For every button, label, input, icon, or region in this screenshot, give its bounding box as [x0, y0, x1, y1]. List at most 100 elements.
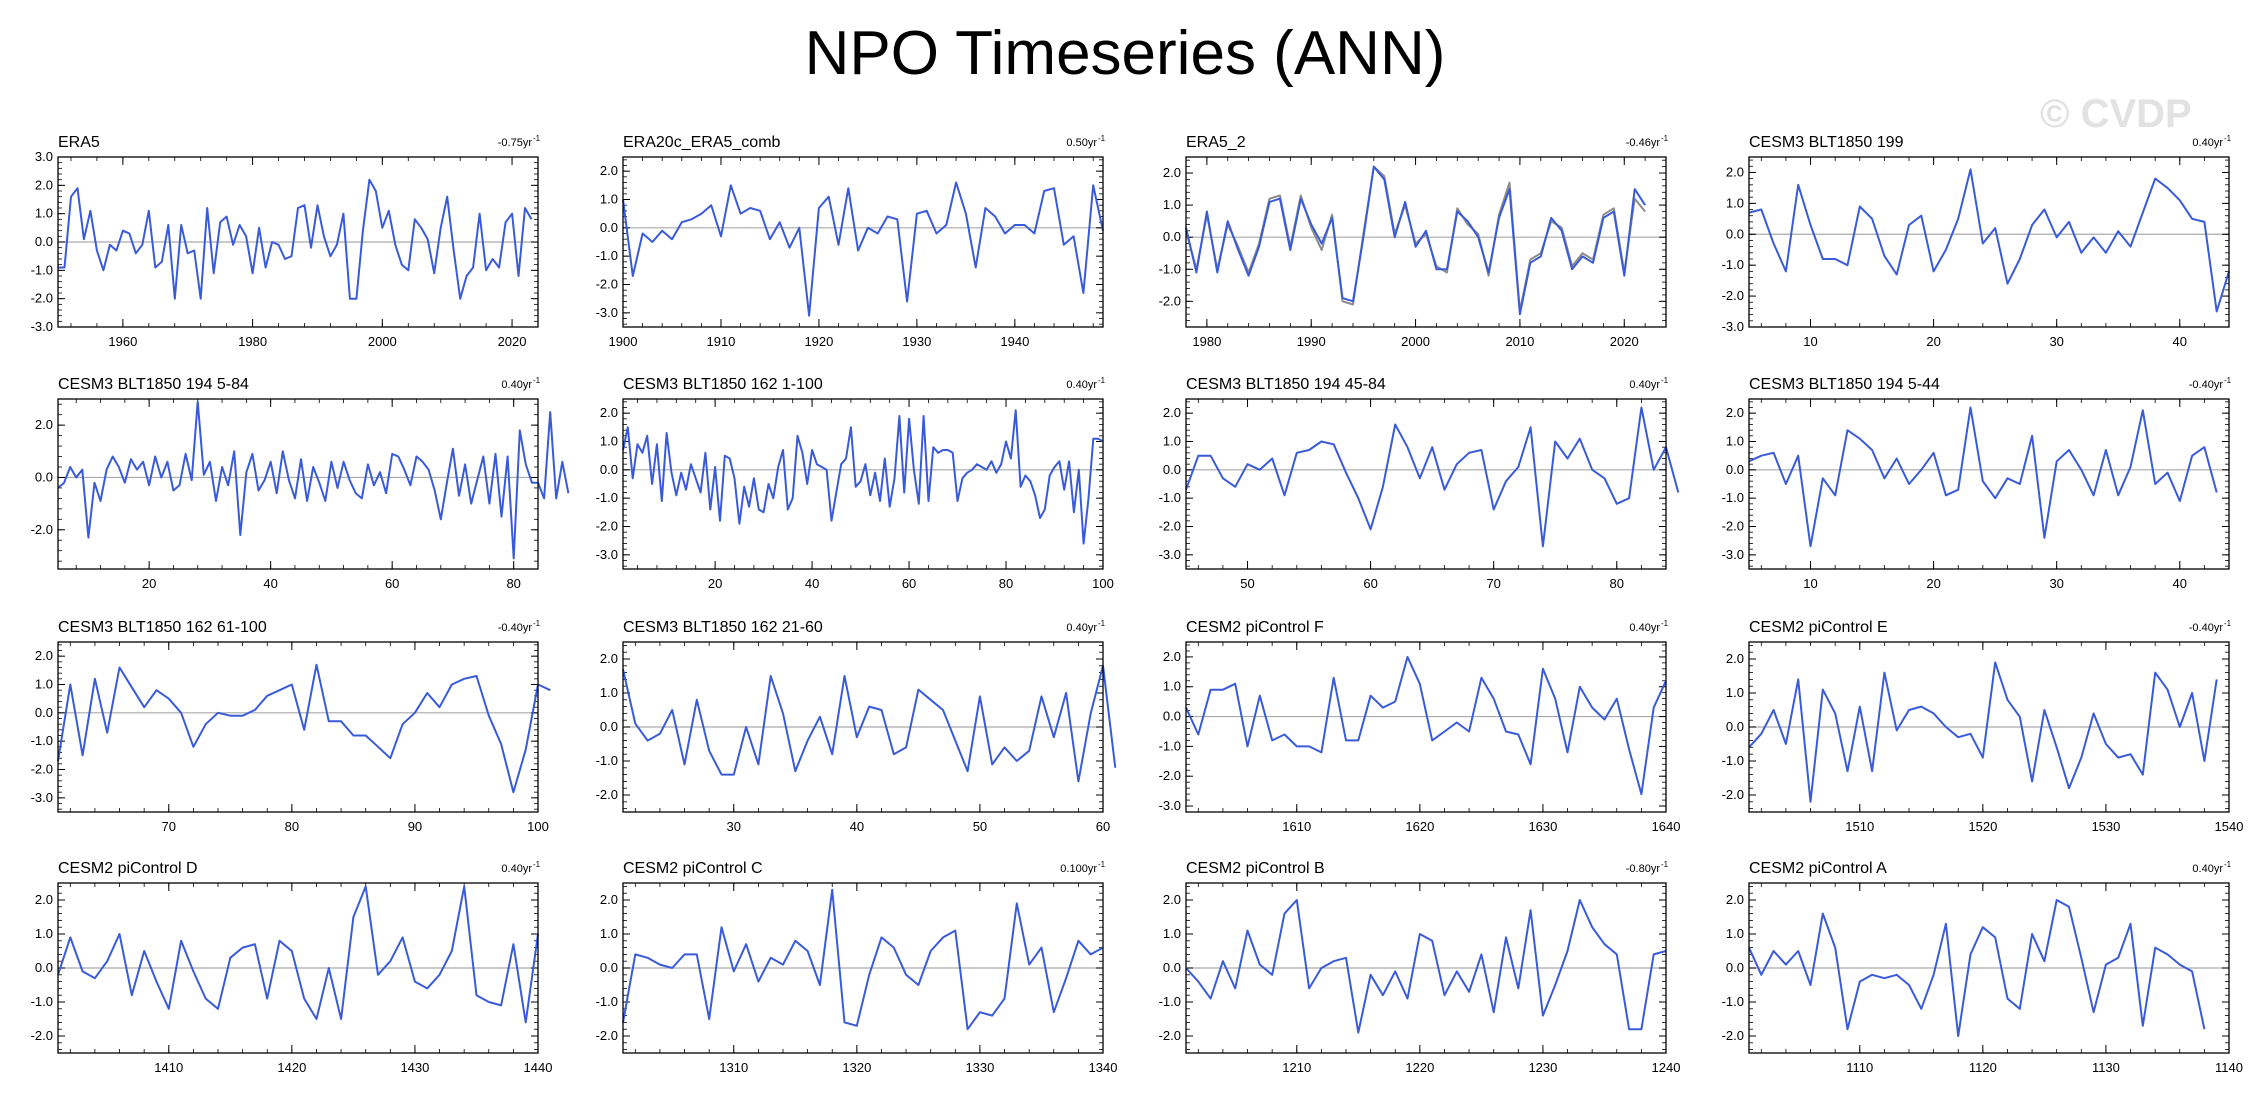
trend-superscript: -1 — [533, 619, 541, 628]
x-tick-label: 1340 — [1089, 1060, 1118, 1075]
y-tick-label: -2.0 — [596, 1028, 618, 1043]
x-tick-label: 1140 — [2215, 1060, 2243, 1075]
trend-label: 0.40yr — [2192, 137, 2223, 149]
y-tick-label: -3.0 — [1159, 798, 1181, 813]
trend-superscript: -1 — [2224, 860, 2232, 869]
series-line — [1185, 165, 1646, 316]
trend-superscript: -1 — [1098, 134, 1106, 143]
y-tick-label: -2.0 — [1722, 787, 1744, 802]
trend-superscript: -1 — [2224, 619, 2232, 628]
y-tick-label: 0.0 — [600, 462, 618, 477]
x-tick-label: 40 — [2173, 576, 2187, 591]
trend-superscript: -1 — [1661, 860, 1669, 869]
trend-label: -0.40yr — [2189, 379, 2224, 391]
y-tick-label: 2.0 — [35, 177, 53, 192]
x-tick-label: 80 — [999, 576, 1013, 591]
trend-superscript: -1 — [533, 860, 541, 869]
y-tick-label: -3.0 — [1722, 547, 1744, 562]
series-line — [622, 664, 1117, 783]
y-tick-label: 0.0 — [35, 469, 53, 484]
x-tick-label: 40 — [850, 819, 864, 834]
trend-label: 0.40yr — [2192, 863, 2223, 875]
panel-title: ERA5_2 — [1186, 134, 1246, 151]
x-tick-label: 1540 — [2215, 819, 2244, 834]
x-tick-label: 100 — [1092, 576, 1114, 591]
trend-superscript: -1 — [2224, 376, 2232, 385]
y-tick-label: -3.0 — [596, 547, 618, 562]
panel-8: CESM3 BLT1850 194 5-44 -0.40yr -1 2.0 1.0 0.0… — [1722, 376, 2232, 591]
y-tick-label: 2.0 — [35, 417, 53, 432]
x-tick-label: 1440 — [524, 1060, 553, 1075]
x-tick-label: 1920 — [804, 334, 833, 349]
panel-3: ERA5_2 -0.46yr -1 2.0 1.0 0.0 -1.0 -2.0 1980 1990… — [1159, 134, 1669, 349]
y-tick-label: -3.0 — [596, 305, 618, 320]
trend-label: -0.40yr — [498, 622, 533, 634]
y-tick-label: -2.0 — [31, 522, 53, 537]
y-tick-label: -2.0 — [31, 291, 53, 306]
y-tick-label: 2.0 — [1163, 649, 1181, 664]
y-tick-label: 1.0 — [1726, 926, 1744, 941]
x-tick-label: 1940 — [1000, 334, 1029, 349]
plot-frame — [1748, 156, 2230, 328]
panel-title: CESM3 BLT1850 194 5-44 — [1749, 376, 1940, 393]
series-line — [1748, 661, 2218, 803]
plot-frame — [1185, 156, 1667, 328]
series-line — [622, 409, 1104, 545]
y-tick-label: -1.0 — [596, 753, 618, 768]
y-tick-label: 1.0 — [600, 685, 618, 700]
y-tick-label: -2.0 — [1159, 1028, 1181, 1043]
y-tick-label: -2.0 — [1722, 1028, 1744, 1043]
x-tick-label: 1430 — [400, 1060, 429, 1075]
panel-5: CESM3 BLT1850 194 5-84 0.40yr -1 2.0 0.0 -2.0… — [31, 376, 570, 591]
trend-superscript: -1 — [1661, 376, 1669, 385]
y-tick-label: 0.0 — [1726, 462, 1744, 477]
series-line — [1748, 406, 2218, 548]
x-tick-label: 1980 — [238, 334, 267, 349]
y-tick-label: 2.0 — [600, 892, 618, 907]
x-tick-label: 1640 — [1652, 819, 1681, 834]
series-line — [58, 178, 533, 300]
y-tick-label: -1.0 — [596, 490, 618, 505]
y-tick-label: -2.0 — [1722, 519, 1744, 534]
plot-frame — [1748, 882, 2230, 1054]
panel-title: CESM2 piControl F — [1186, 619, 1324, 636]
x-tick-label: 1110 — [1846, 1060, 1873, 1075]
y-tick-label: 1.0 — [1163, 434, 1181, 449]
series-line — [622, 181, 1104, 317]
y-tick-label: -2.0 — [596, 519, 618, 534]
x-tick-label: 1630 — [1528, 819, 1557, 834]
y-tick-label: 2.0 — [1726, 405, 1744, 420]
y-tick-label: 1.0 — [600, 434, 618, 449]
x-tick-label: 1930 — [902, 334, 931, 349]
y-tick-label: 0.0 — [1163, 960, 1181, 975]
x-tick-label: 30 — [2049, 576, 2063, 591]
panel-title: CESM3 BLT1850 194 5-84 — [58, 376, 249, 393]
trend-superscript: -1 — [2224, 134, 2232, 143]
trend-label: -0.46yr — [1626, 137, 1661, 149]
plot-frame — [57, 882, 539, 1054]
series-line — [1185, 899, 1667, 1034]
y-tick-label: 1.0 — [1163, 679, 1181, 694]
x-tick-label: 2000 — [1401, 334, 1430, 349]
y-tick-label: -2.0 — [596, 277, 618, 292]
panel-title: CESM3 BLT1850 162 61-100 — [58, 619, 267, 636]
plot-frame — [1185, 641, 1667, 813]
y-tick-label: -2.0 — [31, 762, 53, 777]
plot-frame — [622, 156, 1104, 328]
x-tick-label: 80 — [1610, 576, 1624, 591]
trend-label: 0.50yr — [1066, 137, 1097, 149]
x-tick-label: 1420 — [277, 1060, 306, 1075]
x-tick-label: 1320 — [842, 1060, 871, 1075]
panel-title: CESM3 BLT1850 194 45-84 — [1186, 376, 1386, 393]
series-line — [57, 663, 551, 794]
y-tick-label: 1.0 — [600, 192, 618, 207]
series-line — [57, 885, 539, 1024]
x-tick-label: 1610 — [1282, 819, 1311, 834]
panel-title: ERA5 — [58, 134, 100, 151]
y-tick-label: 1.0 — [35, 926, 53, 941]
y-tick-label: 2.0 — [600, 405, 618, 420]
x-tick-label: 1130 — [2092, 1060, 2120, 1075]
y-tick-label: 0.0 — [35, 234, 53, 249]
x-tick-label: 10 — [1803, 576, 1817, 591]
y-tick-label: -1.0 — [31, 733, 53, 748]
